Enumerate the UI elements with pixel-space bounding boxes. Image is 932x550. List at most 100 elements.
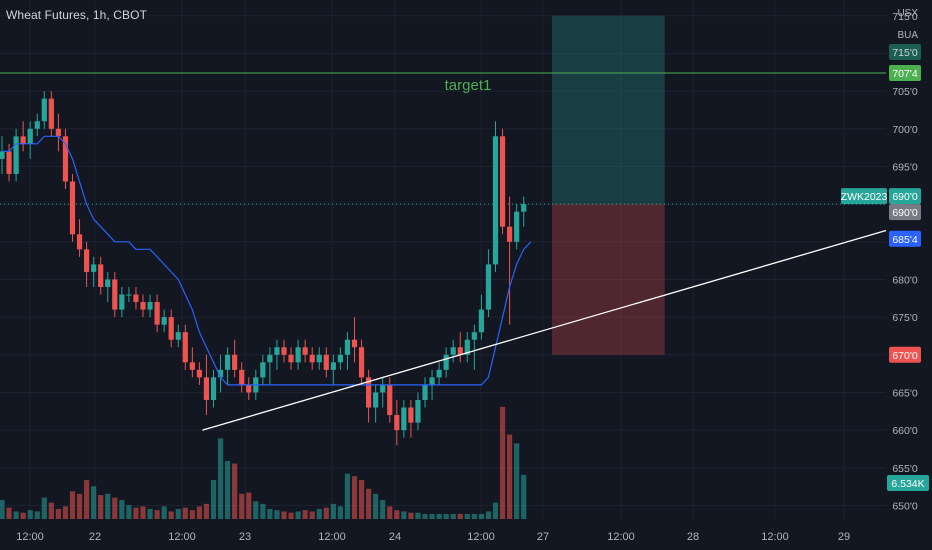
volume-bar[interactable] [471, 513, 477, 519]
volume-bar[interactable] [521, 474, 527, 519]
candle[interactable] [450, 347, 456, 355]
trend-line[interactable] [202, 229, 887, 431]
candle[interactable] [274, 347, 280, 355]
candle[interactable] [69, 181, 76, 235]
volume-bar[interactable] [203, 503, 210, 519]
candle[interactable] [161, 317, 167, 325]
volume-bar[interactable] [13, 511, 19, 519]
candle[interactable] [55, 128, 61, 137]
volume-bar[interactable] [62, 506, 69, 519]
volume-bar[interactable] [429, 513, 435, 519]
profit-zone[interactable] [551, 15, 665, 205]
candle[interactable] [443, 354, 449, 370]
volume-bar[interactable] [316, 508, 322, 519]
volume-bar[interactable] [499, 406, 506, 519]
chart-title[interactable]: Wheat Futures, 1h, CBOT [6, 8, 148, 22]
loss-zone[interactable] [551, 204, 665, 355]
candle[interactable] [175, 332, 181, 340]
stop-price-tag[interactable]: 670'0 [892, 350, 918, 362]
volume-bar[interactable] [48, 502, 54, 519]
volume-bar[interactable] [267, 508, 273, 519]
candle[interactable] [147, 302, 153, 310]
candle[interactable] [140, 302, 146, 310]
candle[interactable] [351, 339, 358, 348]
candle[interactable] [112, 279, 118, 310]
candle[interactable] [62, 136, 69, 182]
volume-bar[interactable] [450, 513, 456, 519]
current-price-tag-grey[interactable]: 690'0 [892, 207, 918, 219]
volume-bar[interactable] [351, 476, 358, 519]
candle[interactable] [358, 347, 365, 378]
volume-bar[interactable] [55, 508, 61, 519]
candle[interactable] [34, 121, 40, 129]
candle[interactable] [126, 294, 132, 296]
volume-bar[interactable] [182, 507, 188, 519]
volume-bar[interactable] [133, 507, 139, 519]
volume-bar[interactable] [387, 506, 393, 519]
volume-bar[interactable] [119, 500, 125, 519]
volume-bar[interactable] [507, 434, 513, 519]
volume-bar[interactable] [309, 511, 315, 519]
unit-label[interactable]: BUA [897, 30, 918, 41]
volume-tag-bg[interactable] [887, 475, 929, 491]
candle[interactable] [457, 347, 463, 355]
volume-bar[interactable] [161, 506, 167, 519]
candle[interactable] [394, 415, 400, 431]
volume-bar[interactable] [492, 502, 499, 519]
candle[interactable] [415, 399, 421, 423]
ticker-badge-bg[interactable] [841, 188, 887, 205]
currency-label[interactable]: USX [897, 8, 918, 19]
volume-bar[interactable] [232, 463, 238, 519]
volume-bar[interactable] [288, 512, 294, 519]
volume-bar[interactable] [394, 510, 400, 519]
volume-bar[interactable] [225, 461, 231, 519]
candle[interactable] [373, 392, 379, 408]
candle[interactable] [76, 234, 83, 250]
target-price-tag[interactable]: 707'4 [892, 68, 918, 80]
top-edge-tag[interactable]: 715'0 [892, 47, 918, 59]
current-price-tag[interactable]: 690'0 [892, 191, 918, 203]
candle[interactable] [246, 384, 252, 393]
volume-bar[interactable] [34, 511, 40, 519]
candle[interactable] [84, 249, 90, 272]
volume-bar[interactable] [27, 510, 33, 519]
candle[interactable] [105, 279, 111, 287]
volume-bar[interactable] [253, 501, 259, 519]
volume-bar[interactable] [217, 438, 224, 519]
target-price-tag-bg[interactable] [889, 65, 921, 82]
volume-bar[interactable] [175, 508, 181, 519]
candle[interactable] [471, 332, 477, 340]
volume-bar[interactable] [105, 493, 111, 519]
volume-bar[interactable] [76, 493, 83, 519]
volume-bar[interactable] [20, 512, 26, 519]
top-edge-tag-bg[interactable] [889, 44, 921, 60]
volume-bar[interactable] [457, 513, 463, 519]
volume-bar[interactable] [415, 512, 421, 519]
current-price-tag-grey-bg[interactable] [889, 204, 921, 221]
volume-bar[interactable] [408, 512, 414, 519]
volume-bar[interactable] [422, 513, 428, 519]
candle[interactable] [267, 354, 273, 363]
volume-bar[interactable] [0, 500, 5, 519]
volume-bar[interactable] [6, 507, 12, 519]
candle[interactable] [380, 384, 386, 393]
volume-bar[interactable] [330, 503, 336, 519]
candle[interactable] [13, 136, 19, 174]
candle[interactable] [41, 98, 47, 122]
candle[interactable] [478, 309, 484, 333]
candle[interactable] [239, 369, 245, 385]
candle[interactable] [6, 151, 12, 174]
candle[interactable] [203, 377, 210, 400]
candle[interactable] [492, 136, 499, 265]
candle[interactable] [210, 377, 217, 400]
candle[interactable] [281, 347, 287, 355]
candle[interactable] [0, 151, 5, 159]
candle[interactable] [20, 136, 26, 144]
volume-bar[interactable] [344, 473, 351, 519]
candle[interactable] [485, 264, 492, 310]
volume-bar[interactable] [514, 443, 520, 519]
candle[interactable] [464, 339, 470, 355]
volume-bar[interactable] [69, 491, 76, 519]
candle[interactable] [408, 407, 414, 423]
